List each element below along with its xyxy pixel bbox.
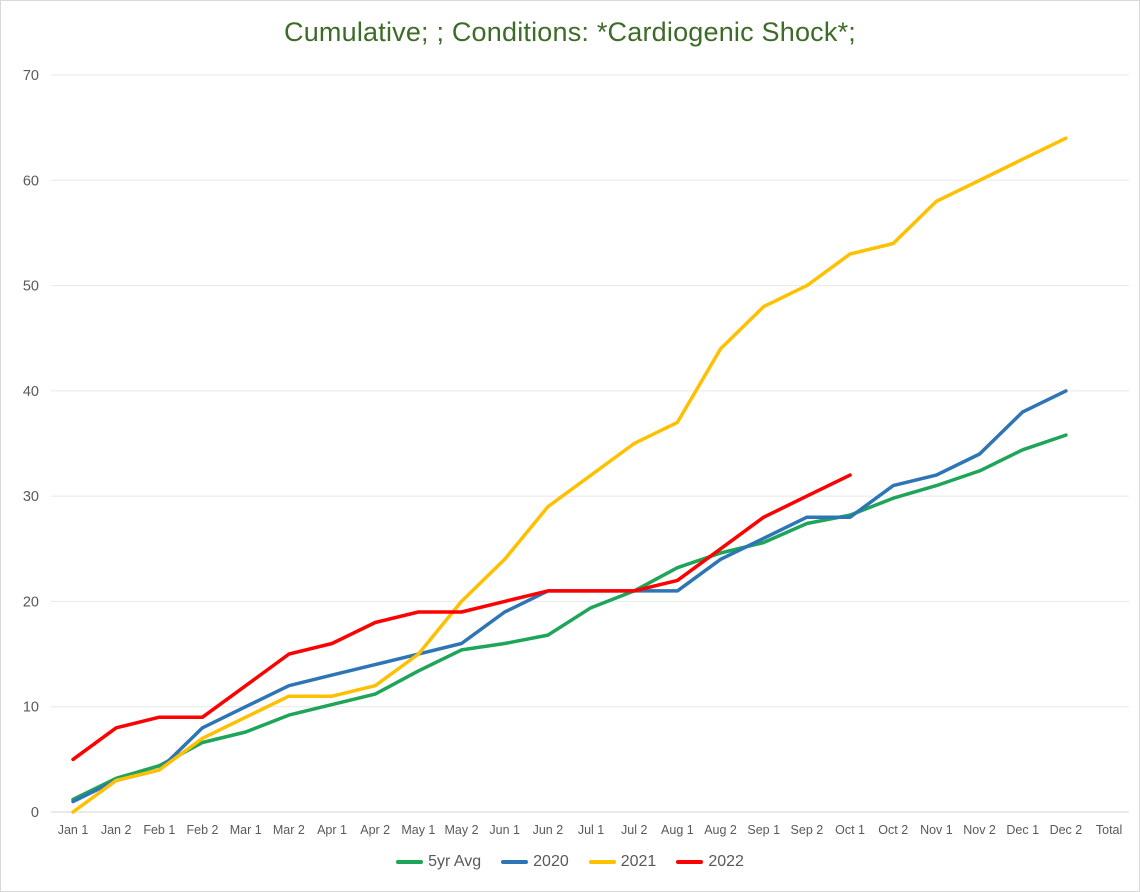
- x-axis-tick-label: Feb 1: [143, 823, 175, 837]
- x-axis-tick-label: Aug 1: [661, 823, 694, 837]
- x-axis-tick-label: Aug 2: [704, 823, 737, 837]
- line-plot: 0 10 20 30 40 50 60 70 Jan 1 Jan 2 Feb 1 Feb 2 Mar 1…: [23, 68, 1129, 837]
- y-axis-tick-label: 40: [23, 384, 39, 400]
- x-axis-tick-label: Dec 2: [1050, 823, 1083, 837]
- x-axis-tick-label: Jun 1: [489, 823, 520, 837]
- x-axis-tick-label: Nov 1: [920, 823, 953, 837]
- x-axis-tick-label: Jul 1: [578, 823, 604, 837]
- y-axis-tick-label: 70: [23, 68, 39, 84]
- x-axis-tick-label: Sep 2: [791, 823, 824, 837]
- legend-item-2020: 2020: [501, 853, 569, 871]
- y-axis-tick-label: 30: [23, 489, 39, 505]
- legend-swatch: [588, 860, 616, 864]
- series-line-2020: [71, 389, 1068, 804]
- y-axis-tick-label: 10: [23, 700, 39, 716]
- y-axis-tick-label: 20: [23, 594, 39, 610]
- legend-item-5yr-avg: 5yr Avg: [396, 853, 481, 871]
- legend-label: 2020: [533, 853, 569, 870]
- x-axis-tick-label: Mar 1: [230, 823, 262, 837]
- series-line-2021: [71, 136, 1068, 814]
- legend-label: 2021: [620, 853, 657, 870]
- y-axis-tick-label: 60: [23, 173, 39, 189]
- legend-swatch: [501, 860, 529, 864]
- x-axis-tick-label: May 2: [445, 823, 479, 837]
- y-axis-tick-label: 0: [31, 805, 39, 821]
- legend-item-2022: 2022: [676, 853, 744, 871]
- x-axis-tick-label: Jun 2: [533, 823, 564, 837]
- legend: 5yr Avg 2020 2021 2022: [1, 853, 1139, 871]
- x-axis-tick-label: Jan 2: [101, 823, 132, 837]
- x-axis-tick-label: Sep 1: [747, 823, 780, 837]
- x-axis-tick-label: Oct 1: [835, 823, 865, 837]
- x-axis-tick-label: Jan 1: [58, 823, 89, 837]
- x-axis-tick-label: Jul 2: [621, 823, 647, 837]
- y-axis-tick-label: 50: [23, 279, 39, 295]
- legend-swatch: [396, 860, 424, 864]
- legend-label: 2022: [708, 853, 744, 870]
- x-axis-tick-label: Nov 2: [963, 823, 996, 837]
- series-line-5yr-avg: [71, 433, 1068, 802]
- x-axis-tick-label: Apr 1: [317, 823, 347, 837]
- x-axis-tick-label: Dec 1: [1006, 823, 1039, 837]
- x-axis-tick-label: Feb 2: [187, 823, 219, 837]
- x-axis-tick-label: Oct 2: [878, 823, 908, 837]
- x-axis-tick-label: Total: [1096, 823, 1122, 837]
- legend-item-2021: 2021: [588, 853, 657, 871]
- chart-title: Cumulative; ; Conditions: *Cardiogenic S…: [284, 17, 856, 47]
- x-axis-tick-label: Mar 2: [273, 823, 305, 837]
- legend-label: 5yr Avg: [428, 853, 482, 870]
- x-axis-tick-label: May 1: [401, 823, 435, 837]
- legend-swatch: [676, 860, 704, 864]
- x-axis-tick-label: Apr 2: [360, 823, 390, 837]
- series-line-2022: [71, 473, 852, 762]
